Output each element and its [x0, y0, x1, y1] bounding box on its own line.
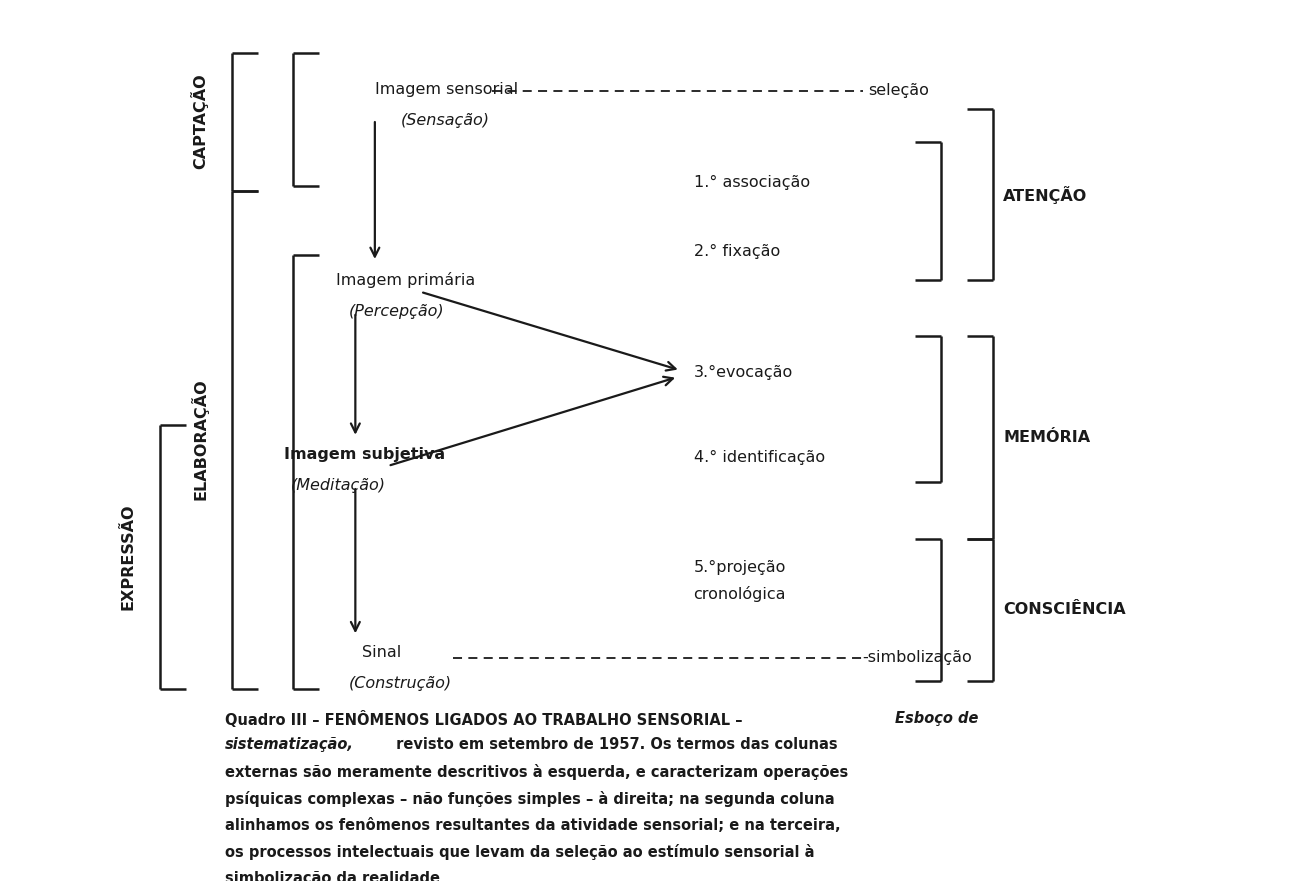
Text: Sinal: Sinal: [361, 646, 401, 661]
Text: 4.° identificação: 4.° identificação: [694, 450, 825, 465]
Text: Imagem sensorial: Imagem sensorial: [374, 82, 518, 97]
Text: sistematização,: sistematização,: [225, 737, 355, 752]
Text: CONSCIÊNCIA: CONSCIÊNCIA: [1003, 602, 1126, 617]
Text: (Meditação): (Meditação): [291, 478, 385, 492]
Text: psíquicas complexas – não funções simples – à direita; na segunda coluna: psíquicas complexas – não funções simple…: [225, 791, 835, 807]
Text: ATENÇÃO: ATENÇÃO: [1003, 186, 1088, 204]
Text: alinhamos os fenômenos resultantes da atividade sensorial; e na terceira,: alinhamos os fenômenos resultantes da at…: [225, 818, 840, 833]
Text: (Percepção): (Percepção): [348, 304, 445, 319]
Text: Imagem primária: Imagem primária: [336, 271, 475, 288]
Text: (Construção): (Construção): [348, 677, 452, 692]
Text: (Sensação): (Sensação): [401, 113, 490, 128]
Text: revisto em setembro de 1957. Os termos das colunas: revisto em setembro de 1957. Os termos d…: [390, 737, 838, 752]
Text: externas são meramente descritivos à esquerda, e caracterizam operações: externas são meramente descritivos à esq…: [225, 764, 848, 780]
Text: ELABORAÇÃO: ELABORAÇÃO: [190, 379, 208, 500]
Text: CAPTAÇÃO: CAPTAÇÃO: [190, 74, 208, 169]
Text: 3.°evocação: 3.°evocação: [694, 366, 793, 381]
Text: 1.° associação: 1.° associação: [694, 175, 810, 190]
Text: os processos intelectuais que levam da seleção ao estímulo sensorial à: os processos intelectuais que levam da s…: [225, 844, 814, 861]
Text: 5.°projeção: 5.°projeção: [694, 559, 785, 574]
Text: cronológica: cronológica: [694, 586, 785, 602]
Text: -simbolização: -simbolização: [863, 650, 973, 665]
Text: EXPRESSÃO: EXPRESSÃO: [120, 503, 135, 610]
Text: Imagem subjetiva: Imagem subjetiva: [284, 447, 445, 462]
Text: Quadro III – FENÔMENOS LIGADOS AO TRABALHO SENSORIAL –: Quadro III – FENÔMENOS LIGADOS AO TRABAL…: [225, 711, 747, 728]
Text: simbolização da realidade: simbolização da realidade: [225, 871, 440, 881]
Text: seleção: seleção: [868, 84, 928, 99]
Text: MEMÓRIA: MEMÓRIA: [1003, 430, 1090, 445]
Text: 2.° fixação: 2.° fixação: [694, 244, 780, 259]
Text: Esboço de: Esboço de: [895, 711, 979, 726]
